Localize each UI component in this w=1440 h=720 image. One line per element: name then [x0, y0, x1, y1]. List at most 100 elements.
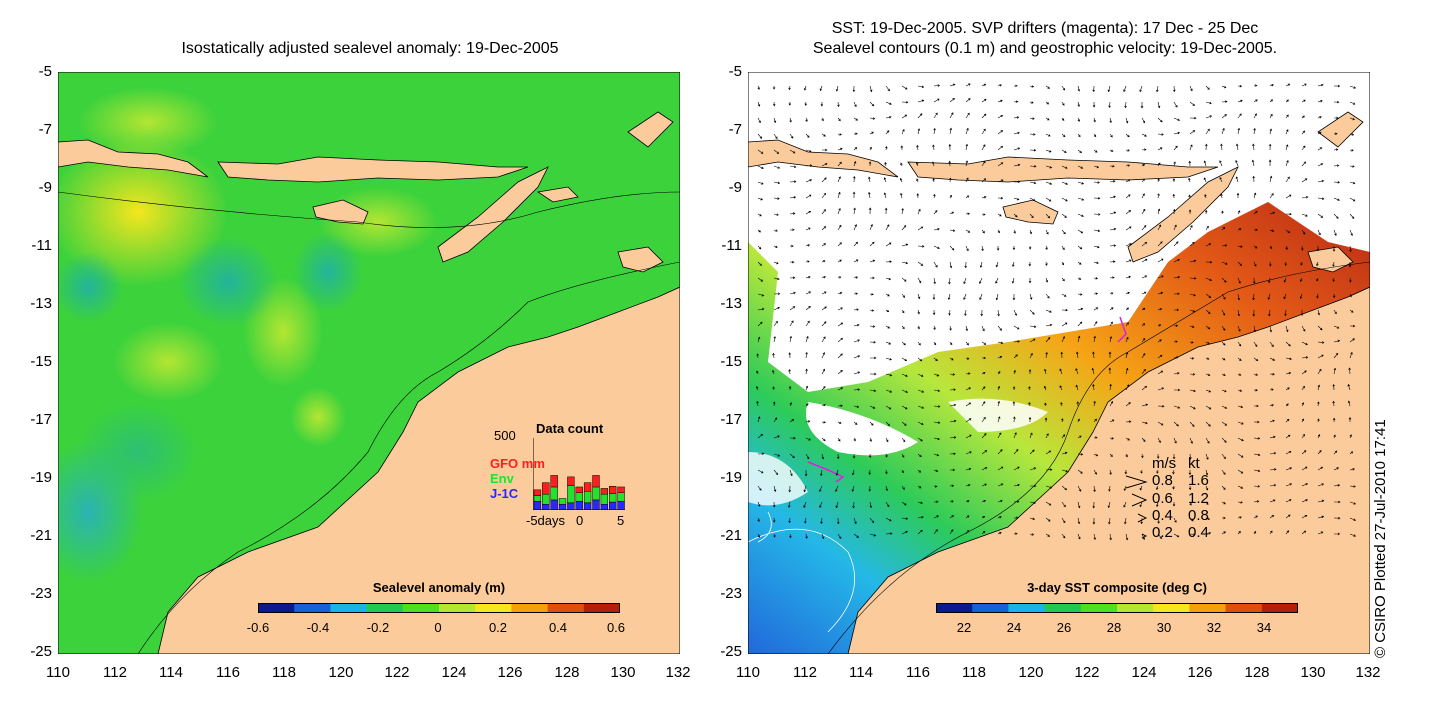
velocity-arrow [756, 353, 759, 359]
velocity-arrow [1333, 164, 1340, 167]
velocity-arrow [1156, 85, 1159, 93]
velocity-arrow [996, 245, 1000, 251]
velocity-arrow [805, 291, 812, 295]
velocity-arrow [757, 533, 760, 538]
right-colorbar-tick: 32 [1206, 620, 1222, 635]
velocity-arrow [901, 114, 908, 119]
velocity-arrow [917, 341, 921, 346]
velocity-arrow [1299, 277, 1303, 283]
velocity-arrow [1349, 485, 1356, 488]
velocity-arrow [917, 453, 922, 458]
velocity-arrow [1317, 531, 1324, 535]
velocity-arrow [949, 98, 955, 103]
colorbar-segment [366, 603, 404, 613]
velocity-arrow [965, 127, 969, 135]
velocity-arrow [852, 501, 855, 509]
velocity-arrow [1349, 165, 1355, 168]
velocity-arrow [1060, 401, 1063, 407]
velocity-arrow [1092, 351, 1095, 359]
velocity-arrow [1333, 213, 1339, 219]
velocity-arrow [1252, 277, 1256, 284]
velocity-arrow [1333, 516, 1341, 520]
velocity-arrow [997, 531, 1002, 535]
velocity-arrow [789, 276, 796, 280]
data-count-bar-env [550, 486, 558, 501]
velocity-arrow [1220, 143, 1223, 151]
velocity-arrow [948, 277, 951, 285]
velocity-arrow [885, 325, 891, 329]
velocity-arrow [853, 371, 861, 375]
velocity-arrow [869, 501, 873, 509]
velocity-arrow [917, 357, 923, 362]
data-count-bar-gfo [533, 489, 542, 496]
right-xtick: 112 [793, 664, 817, 681]
data-count-bar-j1c [533, 501, 542, 510]
velocity-arrow [981, 229, 985, 234]
velocity-arrow [933, 341, 937, 346]
velocity-arrow [821, 276, 826, 279]
velocity-arrow [853, 241, 858, 247]
velocity-arrow [885, 341, 892, 345]
velocity-arrow [1269, 484, 1277, 487]
velocity-arrow [1269, 419, 1275, 423]
left-xtick: 130 [610, 664, 636, 681]
left-xtick: 126 [497, 664, 523, 681]
velocity-arrow [853, 101, 857, 108]
velocity-arrow [948, 177, 952, 183]
velocity-arrow [1141, 421, 1148, 425]
velocity-arrow [837, 101, 840, 108]
velocity-arrow [883, 192, 887, 199]
speed-legend-kt: 0.8 [1188, 507, 1209, 524]
velocity-arrow [1061, 451, 1068, 455]
velocity-arrow [1093, 469, 1097, 475]
velocity-arrow [1141, 307, 1146, 311]
velocity-arrow [757, 165, 764, 169]
velocity-arrow [933, 112, 938, 119]
velocity-arrow [821, 453, 825, 460]
velocity-arrow [1060, 418, 1064, 423]
velocity-arrow [1283, 293, 1287, 300]
velocity-arrow [869, 259, 876, 263]
velocity-arrow [805, 227, 811, 231]
velocity-arrow [917, 208, 921, 215]
velocity-arrow [837, 276, 842, 279]
velocity-arrow [837, 207, 841, 215]
velocity-arrow [1316, 246, 1320, 252]
velocity-arrow [757, 307, 765, 311]
velocity-arrow [997, 162, 1004, 167]
velocity-arrow [1029, 197, 1036, 201]
velocity-arrow [1109, 321, 1113, 327]
velocity-arrow [789, 402, 792, 407]
velocity-arrow [1253, 245, 1258, 249]
velocity-arrow [1028, 416, 1032, 422]
velocity-arrow [885, 101, 892, 105]
velocity-arrow [1236, 192, 1240, 198]
velocity-arrow [821, 352, 825, 359]
velocity-arrow [853, 161, 857, 167]
velocity-arrow [819, 501, 823, 509]
left-colorbar-title: Sealevel anomaly (m) [372, 580, 506, 595]
velocity-arrow [757, 85, 760, 90]
velocity-arrow [1077, 435, 1082, 439]
velocity-arrow [1061, 533, 1066, 539]
velocity-arrow [869, 325, 876, 328]
colorbar-segment [1044, 603, 1082, 613]
velocity-arrow [1108, 367, 1112, 375]
velocity-arrow [1301, 229, 1306, 235]
velocity-arrow [1349, 245, 1352, 253]
data-count-bar-j1c [592, 499, 600, 510]
velocity-arrow [1332, 246, 1336, 252]
velocity-arrow [789, 244, 794, 248]
velocity-arrow [1299, 293, 1303, 299]
velocity-arrow [837, 117, 841, 122]
velocity-arrow [916, 162, 919, 167]
velocity-arrow [901, 389, 909, 393]
velocity-arrow [1333, 84, 1341, 88]
velocity-arrow [979, 261, 983, 268]
velocity-arrow [933, 210, 938, 215]
velocity-arrow [1333, 132, 1338, 136]
velocity-arrow [756, 370, 759, 375]
velocity-arrow [981, 372, 986, 375]
velocity-arrow [868, 207, 872, 215]
velocity-arrow [1285, 341, 1291, 347]
